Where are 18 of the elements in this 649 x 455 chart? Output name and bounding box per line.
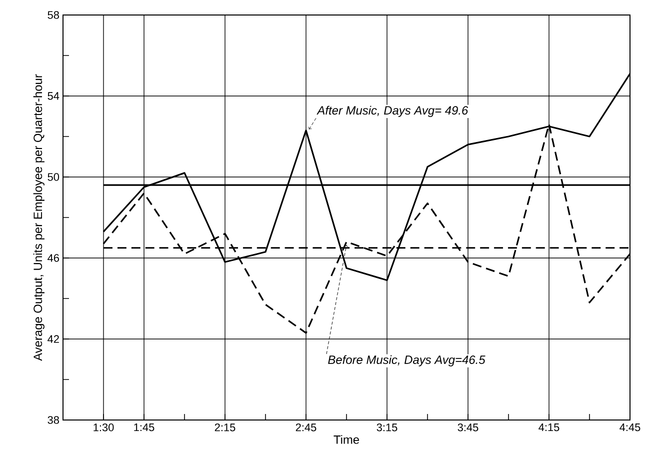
y-tick-label: 54 xyxy=(48,92,60,100)
x-tick-label: 4:15 xyxy=(538,424,560,432)
y-tick-label: 46 xyxy=(48,254,59,262)
text: Before Music, Days Avg=46.5 xyxy=(328,355,486,366)
x-tick-label: 1:45 xyxy=(134,424,154,432)
y-tick-label: 50 xyxy=(48,173,60,181)
series-label: After Music, Days Avg= 49.6 xyxy=(316,106,468,117)
x-axis-title: Time xyxy=(334,435,360,444)
x-tick-label: 2:15 xyxy=(214,424,236,432)
x-tick-label: 2:45 xyxy=(296,424,316,432)
x-tick-label: 4:45 xyxy=(620,424,640,432)
x-tick-label: 1:30 xyxy=(94,424,114,432)
y-tick-label: 58 xyxy=(48,11,59,19)
y-tick-label: 42 xyxy=(48,335,59,343)
x-tick-label: 3:45 xyxy=(458,424,478,432)
x-tick-label: 3:15 xyxy=(376,424,398,432)
y-tick-label: 38 xyxy=(48,416,59,424)
y-axis-title: Average Output, Units per Employee per Quarter-hour xyxy=(33,74,44,361)
